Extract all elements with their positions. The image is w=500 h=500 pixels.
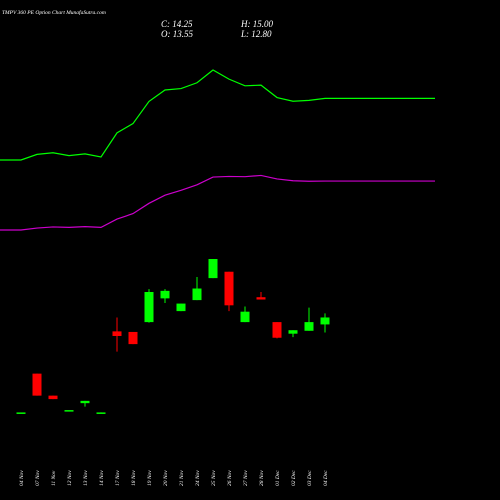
candle-body bbox=[128, 331, 138, 345]
x-tick-label: 17 Nov bbox=[115, 470, 121, 486]
fast-average-line bbox=[0, 69, 435, 161]
low-value: L: 12.80 bbox=[240, 29, 272, 39]
candle-body bbox=[256, 297, 266, 300]
candle-body bbox=[272, 322, 282, 338]
x-tick-label: 25 Nov bbox=[211, 470, 217, 486]
candle-body bbox=[144, 292, 154, 323]
x-tick-label: 26 Nov bbox=[227, 470, 233, 486]
candles-group bbox=[16, 259, 330, 414]
x-tick-label: 20 Nov bbox=[163, 470, 169, 486]
x-tick-label: 03 Dec bbox=[307, 470, 313, 486]
candle-body bbox=[64, 410, 74, 412]
candle-body bbox=[112, 331, 122, 336]
x-tick-label: 28 Nov bbox=[259, 470, 265, 486]
x-tick-label: 04 Nov bbox=[18, 470, 25, 486]
x-tick-label: 14 Nov bbox=[98, 470, 105, 486]
x-tick-label: 18 Nov bbox=[131, 470, 137, 486]
x-tick-label: 19 Nov bbox=[147, 470, 153, 486]
candle-body bbox=[208, 259, 218, 279]
candle-body bbox=[80, 400, 90, 404]
candle-body bbox=[176, 303, 186, 312]
candle-body bbox=[304, 322, 314, 331]
candle-body bbox=[240, 311, 250, 323]
candle-body bbox=[48, 395, 58, 400]
candle-body bbox=[96, 412, 106, 414]
candle-body bbox=[160, 290, 170, 299]
high-value: H: 15.00 bbox=[240, 19, 273, 29]
x-tick-label: 02 Dec bbox=[291, 470, 297, 486]
x-tick-label: 11 Nov bbox=[51, 470, 57, 486]
candle-body bbox=[320, 317, 330, 325]
x-tick-label: 27 Nov bbox=[243, 470, 249, 486]
x-tick-label: 24 Nov bbox=[194, 470, 201, 486]
open-value: O: 13.55 bbox=[161, 29, 193, 39]
x-tick-label: 04 Dec bbox=[322, 470, 329, 486]
candle-body bbox=[16, 412, 26, 414]
x-tick-label: 13 Nov bbox=[83, 470, 89, 486]
candle-body bbox=[32, 373, 42, 396]
x-tick-label: 12 Nov bbox=[67, 470, 73, 486]
chart-title: TMPV 360 PE Option Chart MunafaSutra.com bbox=[2, 9, 106, 16]
slow-average-line bbox=[0, 174, 435, 231]
candle-body bbox=[288, 330, 298, 334]
close-value: C: 14.25 bbox=[161, 19, 193, 29]
candle-body bbox=[192, 288, 202, 301]
x-tick-label: 07 Nov bbox=[35, 470, 41, 486]
candle-body bbox=[224, 271, 234, 306]
x-tick-label: 21 Nov bbox=[179, 470, 185, 486]
x-axis-ticks: 04 Nov 07 Nov 11 Nov 12 Nov 13 Nov 14 Nov 17 N… bbox=[18, 470, 329, 486]
x-tick-label: 01 Dec bbox=[275, 470, 281, 486]
